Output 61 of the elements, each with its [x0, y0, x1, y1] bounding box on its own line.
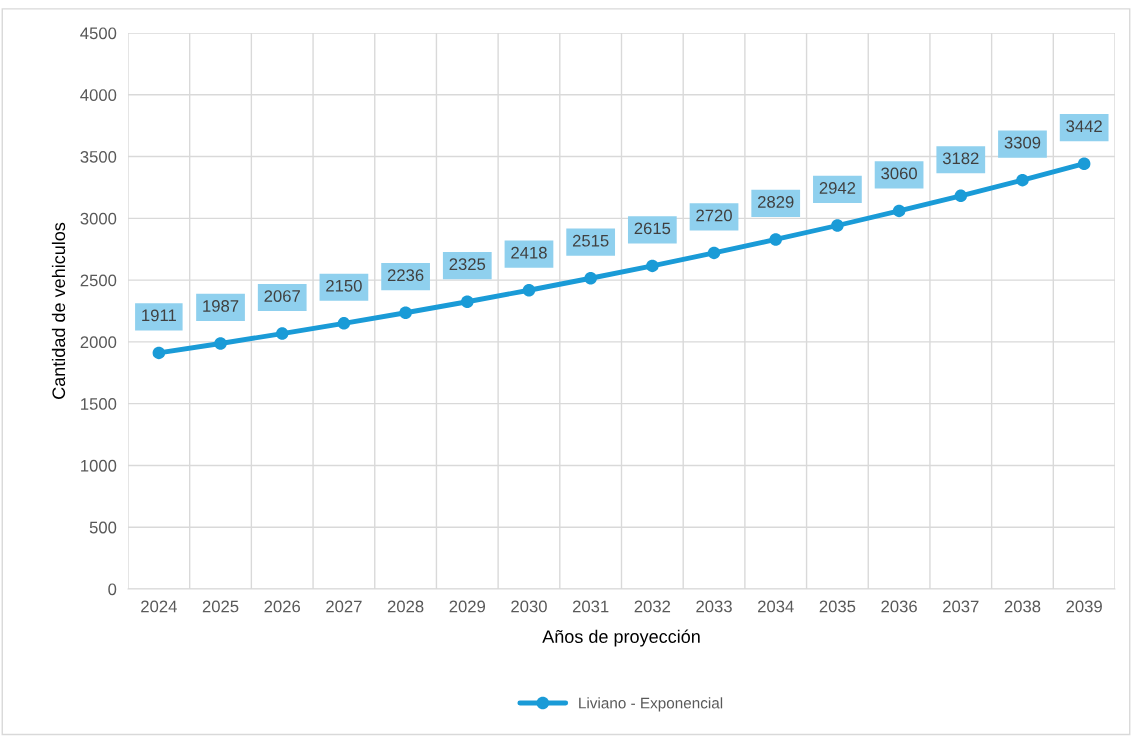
point [337, 317, 351, 330]
x-tick-label: 2027 [326, 600, 362, 613]
point [892, 204, 906, 218]
y-tick-label: 0 [108, 583, 117, 596]
data-label: 2829 [758, 196, 794, 208]
point [152, 346, 166, 360]
point [1016, 173, 1029, 187]
data-label: 1987 [203, 300, 239, 312]
y-axis-title: Cantidad de vehiculos [51, 222, 66, 399]
data-label: 2615 [634, 222, 671, 235]
point [707, 246, 721, 260]
x-tick-label: 2038 [1004, 600, 1041, 613]
x-tick-label: 2037 [943, 600, 979, 613]
x-tick-label: 2032 [634, 600, 671, 613]
x-tick-label: 2034 [758, 600, 794, 613]
point [275, 327, 289, 340]
x-tick-label: 2039 [1066, 600, 1102, 613]
y-tick-label: 4000 [80, 89, 117, 101]
y-tick-label: 1500 [81, 398, 117, 410]
x-axis-title: Años de proyección [542, 629, 700, 647]
y-tick-label: 1000 [81, 459, 117, 472]
data-label: 2418 [511, 246, 547, 259]
data-label: 2325 [449, 258, 486, 271]
x-tick-label: 2033 [696, 600, 732, 613]
x-tick-label: 2029 [449, 600, 486, 613]
point [646, 259, 659, 273]
y-tick-label: 2500 [80, 274, 117, 287]
data-label: 2150 [326, 279, 362, 292]
point [461, 295, 474, 308]
data-label: 3442 [1066, 120, 1102, 133]
data-label: 2942 [819, 182, 856, 194]
point [954, 189, 968, 203]
point [769, 233, 782, 246]
data-label: 1911 [142, 309, 176, 322]
data-label: 2515 [572, 234, 609, 247]
x-tick-label: 2028 [387, 600, 424, 613]
data-label: 3060 [881, 167, 917, 180]
y-tick-label: 3000 [80, 212, 117, 225]
data-label: 3182 [942, 152, 979, 165]
y-tick-label: 2000 [80, 336, 117, 349]
point [831, 219, 844, 232]
point [522, 283, 536, 297]
data-label: 2236 [387, 269, 424, 282]
point [214, 337, 227, 350]
x-tick-label: 2035 [819, 600, 856, 613]
y-tick-label: 4500 [80, 27, 117, 40]
data-label: 2067 [264, 290, 300, 302]
x-tick-label: 2025 [202, 600, 239, 613]
x-tick-label: 2031 [572, 600, 609, 613]
legend-label: Liviano - Exponencial [579, 697, 723, 712]
point [1077, 157, 1091, 170]
x-tick-label: 2030 [511, 600, 547, 613]
x-tick-label: 2036 [881, 600, 917, 613]
point [399, 306, 412, 319]
x-tick-label: 2026 [264, 600, 301, 613]
point [584, 272, 597, 285]
y-tick-label: 3500 [80, 150, 117, 163]
y-tick-label: 500 [89, 521, 117, 534]
x-tick-label: 2024 [141, 600, 177, 613]
data-label: 3309 [1004, 136, 1041, 149]
data-label: 2720 [696, 209, 732, 222]
